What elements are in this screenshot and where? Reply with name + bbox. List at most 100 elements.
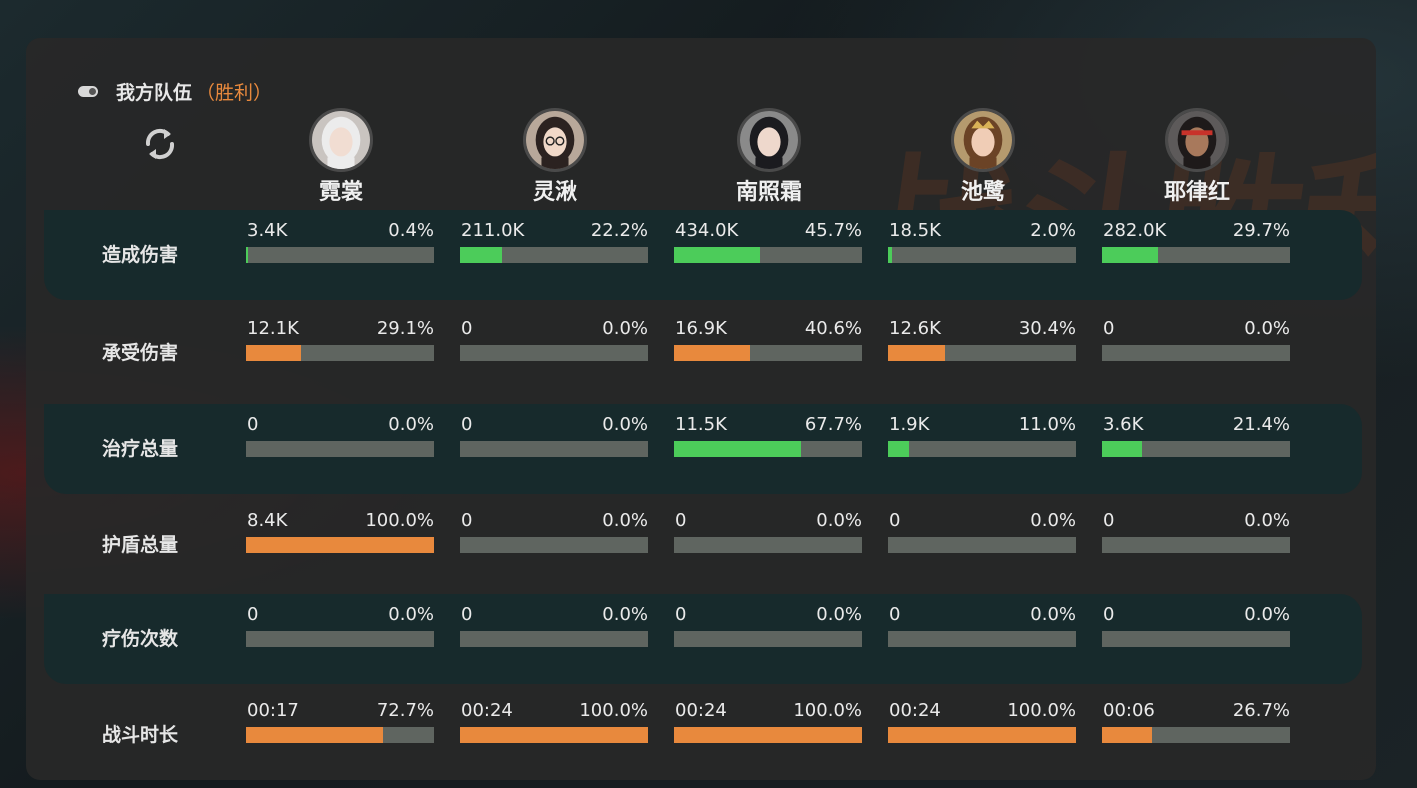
progress-fill [674, 441, 802, 457]
stat-percent: 29.7% [1232, 220, 1290, 241]
avatar-black-hair[interactable] [737, 108, 801, 172]
progress-fill [674, 727, 862, 743]
stat-percent: 0.4% [388, 220, 434, 241]
stat-value: 8.4K [247, 510, 288, 531]
stat-percent: 0.0% [816, 510, 862, 531]
stat-value: 00:06 [1103, 700, 1155, 721]
stat-value: 0 [247, 414, 259, 435]
progress-track [1102, 631, 1290, 647]
stat-label: 承受伤害 [102, 342, 179, 364]
progress-track [460, 537, 648, 553]
stat-cell: 00:24 100.0% [460, 700, 648, 760]
toggle-icon[interactable] [78, 86, 98, 97]
refresh-icon[interactable] [138, 124, 182, 164]
progress-track [246, 247, 434, 263]
stat-percent: 0.0% [602, 318, 648, 339]
progress-track [460, 345, 648, 361]
stat-value: 0 [461, 414, 473, 435]
stat-percent: 0.0% [1244, 510, 1290, 531]
stat-value: 0 [247, 604, 259, 625]
hero-name: 霓裳 [318, 180, 363, 205]
stat-percent: 0.0% [1030, 604, 1076, 625]
progress-track [460, 247, 648, 263]
hero-column-header: 南照霜 [674, 108, 864, 206]
stat-value: 3.6K [1103, 414, 1144, 435]
stat-label: 造成伤害 [102, 244, 179, 266]
progress-track [888, 441, 1076, 457]
hero-column-header: 池鹭 [888, 108, 1078, 206]
battle-result: （胜利） [196, 82, 273, 104]
stat-value: 0 [1103, 604, 1115, 625]
stat-label: 治疗总量 [102, 438, 179, 460]
stat-value: 0 [461, 318, 473, 339]
stat-value: 18.5K [889, 220, 941, 241]
stat-value: 0 [461, 510, 473, 531]
stat-cell: 0 0.0% [460, 604, 648, 664]
progress-track [888, 537, 1076, 553]
stat-label: 疗伤次数 [102, 628, 179, 650]
stat-row: 护盾总量 8.4K 100.0% 0 0.0% 0 0.0% 0 0.0% 0 0.0% [44, 500, 1362, 590]
stat-value: 3.4K [247, 220, 288, 241]
stat-cell: 00:24 100.0% [674, 700, 862, 760]
stat-cell: 0 0.0% [674, 604, 862, 664]
stat-percent: 40.6% [804, 318, 862, 339]
progress-track [888, 631, 1076, 647]
stat-cell: 12.6K 30.4% [888, 318, 1076, 378]
progress-fill [460, 727, 648, 743]
progress-track [246, 345, 434, 361]
avatar-gold-crown[interactable] [951, 108, 1015, 172]
stat-cell: 282.0K 29.7% [1102, 220, 1290, 280]
stat-cell: 0 0.0% [246, 414, 434, 474]
avatar-glasses[interactable] [523, 108, 587, 172]
stat-value: 00:24 [889, 700, 941, 721]
stat-value: 00:17 [247, 700, 299, 721]
stat-percent: 0.0% [388, 604, 434, 625]
progress-track [1102, 441, 1290, 457]
avatar-red-headband[interactable] [1165, 108, 1229, 172]
stat-row: 治疗总量 0 0.0% 0 0.0% 11.5K 67.7% 1.9K 11.0% 3.6K 21.… [44, 404, 1362, 494]
progress-fill [1102, 247, 1158, 263]
stat-cell: 211.0K 22.2% [460, 220, 648, 280]
stat-percent: 45.7% [804, 220, 862, 241]
hero-name: 灵湫 [532, 180, 577, 205]
avatar-white-hair[interactable] [309, 108, 373, 172]
team-header: 我方队伍 （胜利） [78, 78, 272, 105]
stat-percent: 72.7% [376, 700, 434, 721]
stat-value: 0 [1103, 318, 1115, 339]
stat-row: 战斗时长 00:17 72.7% 00:24 100.0% 00:24 100.0% 00:2… [44, 690, 1362, 780]
stat-value: 0 [889, 510, 901, 531]
stat-cell: 00:24 100.0% [888, 700, 1076, 760]
stat-percent: 100.0% [579, 700, 648, 721]
stat-cell: 3.6K 21.4% [1102, 414, 1290, 474]
stat-cell: 8.4K 100.0% [246, 510, 434, 570]
hero-name: 南照霜 [735, 180, 802, 205]
progress-fill [246, 247, 248, 263]
stat-cell: 16.9K 40.6% [674, 318, 862, 378]
stat-value: 434.0K [675, 220, 739, 241]
progress-fill [246, 537, 434, 553]
progress-track [674, 537, 862, 553]
stat-row: 疗伤次数 0 0.0% 0 0.0% 0 0.0% 0 0.0% 0 0.0% [44, 594, 1362, 684]
progress-track [246, 727, 434, 743]
stat-row: 承受伤害 12.1K 29.1% 0 0.0% 16.9K 40.6% 12.6K 30.4% 0… [44, 308, 1362, 398]
stat-value: 0 [675, 604, 687, 625]
stat-percent: 0.0% [388, 414, 434, 435]
stat-cell: 0 0.0% [674, 510, 862, 570]
stat-label: 护盾总量 [102, 534, 179, 556]
progress-track [888, 727, 1076, 743]
stat-percent: 26.7% [1232, 700, 1290, 721]
stat-cell: 3.4K 0.4% [246, 220, 434, 280]
stat-cell: 11.5K 67.7% [674, 414, 862, 474]
team-title: 我方队伍 [116, 82, 193, 104]
progress-track [674, 247, 862, 263]
stat-cell: 0 0.0% [1102, 318, 1290, 378]
progress-track [460, 727, 648, 743]
stat-cell: 00:17 72.7% [246, 700, 434, 760]
stat-value: 0 [889, 604, 901, 625]
stat-percent: 21.4% [1232, 414, 1290, 435]
progress-fill [246, 345, 301, 361]
stat-cell: 12.1K 29.1% [246, 318, 434, 378]
hero-name: 耶律红 [1163, 180, 1230, 205]
stat-cell: 1.9K 11.0% [888, 414, 1076, 474]
stat-percent: 0.0% [602, 414, 648, 435]
